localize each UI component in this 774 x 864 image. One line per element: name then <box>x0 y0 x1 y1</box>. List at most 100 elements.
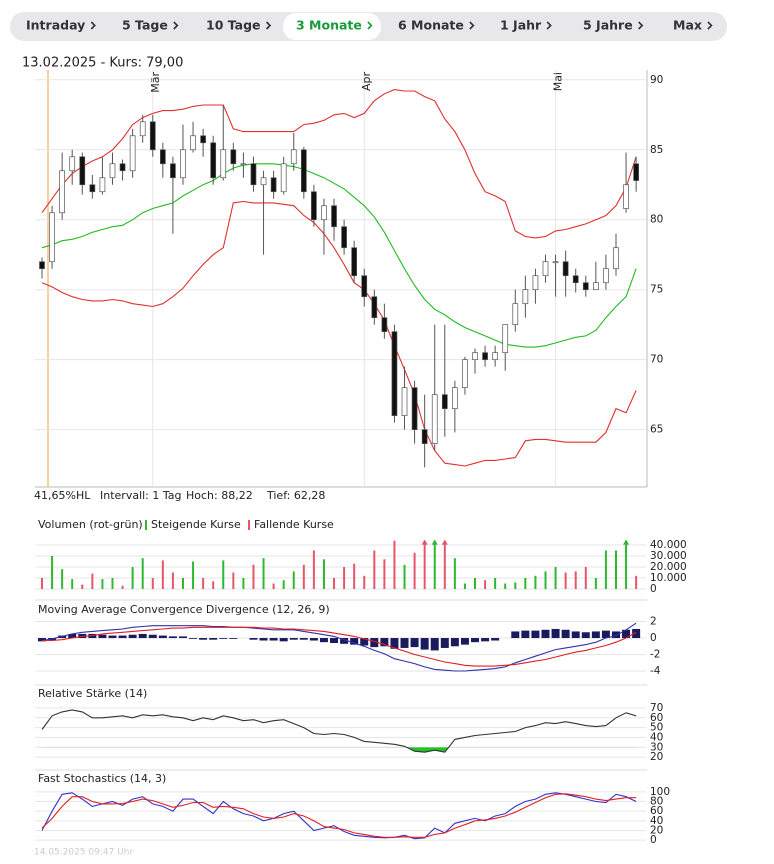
candle-body <box>149 121 156 151</box>
volume-bar <box>413 552 416 589</box>
y-tick-label: 80 <box>650 796 663 808</box>
candle-body <box>250 163 257 186</box>
y-tick-label: 100 <box>650 786 670 798</box>
x-tick-label: Mär <box>149 72 162 93</box>
candle-body <box>311 191 317 221</box>
volume-bar <box>312 550 315 589</box>
histogram-bar <box>491 638 500 641</box>
histogram-bar <box>611 631 620 639</box>
volume-bar <box>322 559 325 589</box>
volume-bar <box>574 571 577 589</box>
candle-body <box>119 163 126 172</box>
histogram-bar <box>360 638 369 646</box>
histogram-bar <box>460 638 469 645</box>
volume-bar <box>71 579 74 589</box>
histogram-bar <box>199 638 208 640</box>
volume-bar <box>91 573 94 589</box>
histogram-bar <box>319 638 328 643</box>
tab[interactable]: 6 Monate <box>398 18 475 33</box>
tab[interactable]: 5 Jahre <box>583 18 644 33</box>
y-tick-label: 90 <box>650 74 663 86</box>
y-tick-label: 0 <box>650 632 657 644</box>
candle-body <box>472 352 478 361</box>
volume-bar <box>373 550 376 589</box>
legend-label: Fallende Kurse <box>254 518 334 531</box>
tab-label: 3 Monate <box>296 18 362 33</box>
tab-chevron <box>90 21 96 30</box>
tab-label: 1 Jahr <box>500 18 542 33</box>
histogram-bar <box>410 638 419 648</box>
plot <box>38 622 641 672</box>
tab-label: 5 Jahre <box>583 18 633 33</box>
candle-body <box>69 156 76 172</box>
volume-bar <box>41 578 43 589</box>
histogram-bar <box>440 638 449 648</box>
tab-chevron <box>546 21 552 30</box>
candle-body <box>532 275 539 291</box>
plot <box>39 70 639 487</box>
panel-title: Volumen (rot-grün) <box>38 518 143 531</box>
volume-bar <box>272 583 275 589</box>
tab[interactable]: Max <box>673 18 713 33</box>
histogram-bar <box>430 638 439 651</box>
volume-bar <box>61 569 64 589</box>
y-tick-label: 65 <box>650 424 663 436</box>
tab[interactable]: 5 Tage <box>122 18 179 33</box>
footer: 14.05.2025 09:47 Uhr <box>34 848 133 858</box>
tab[interactable]: 10 Tage <box>206 18 272 33</box>
y-tick-label: 70 <box>650 354 663 366</box>
candle-body <box>522 289 529 305</box>
legend-swatch <box>248 520 250 530</box>
candle-body <box>592 282 599 291</box>
candle-body <box>391 331 398 416</box>
histogram-bar <box>279 638 288 642</box>
histogram-bar <box>340 638 349 644</box>
candle-body <box>280 163 287 193</box>
volume-bar <box>423 540 426 589</box>
tab-chevron <box>469 21 475 30</box>
tabs: Intraday 5 Tage 10 Tage 3 Monate 6 Monate 1 J… <box>26 13 713 40</box>
volume-bar <box>131 567 134 589</box>
candle-body <box>452 387 458 409</box>
candle-body <box>180 149 186 179</box>
candle-body <box>210 142 217 179</box>
candle-body <box>492 352 498 361</box>
tab-label: 6 Monate <box>398 18 464 33</box>
tab[interactable]: 1 Jahr <box>500 18 552 33</box>
panel-title: Relative Stärke (14) <box>38 687 147 700</box>
volume-bar <box>202 578 205 589</box>
volume-bar <box>554 567 557 589</box>
candle-body <box>170 163 176 179</box>
volume-bar <box>625 540 628 589</box>
candle-body <box>200 135 206 144</box>
candle-body <box>411 387 418 430</box>
candle-body <box>159 149 166 165</box>
y-tick-label: 40.000 <box>650 539 687 551</box>
candle-body <box>381 317 388 333</box>
candle-body <box>441 394 448 409</box>
candle-body <box>49 212 55 263</box>
tab[interactable]: Intraday <box>26 18 96 33</box>
y-tick-label: 30 <box>650 741 663 753</box>
volume-bar <box>564 572 567 589</box>
volume-bar <box>584 567 587 589</box>
histogram-bar <box>269 638 278 641</box>
candle-body <box>190 135 196 151</box>
volume-bar <box>353 563 356 589</box>
candle-body <box>482 352 488 361</box>
histogram-bar <box>178 636 187 639</box>
plot <box>41 540 638 589</box>
overflow-arrow <box>623 539 630 545</box>
histogram-bar <box>632 628 641 639</box>
volume-bar <box>393 540 396 589</box>
tab[interactable]: 3 Monate <box>283 13 381 40</box>
band-line <box>41 89 637 239</box>
candle-body <box>300 149 307 193</box>
candle-body <box>361 275 368 298</box>
candle-body <box>633 163 639 181</box>
histogram-bar <box>400 638 409 648</box>
histogram-bar <box>481 638 490 642</box>
volume-bar <box>171 572 174 589</box>
candle-body <box>260 177 267 186</box>
histogram-bar <box>168 636 177 639</box>
